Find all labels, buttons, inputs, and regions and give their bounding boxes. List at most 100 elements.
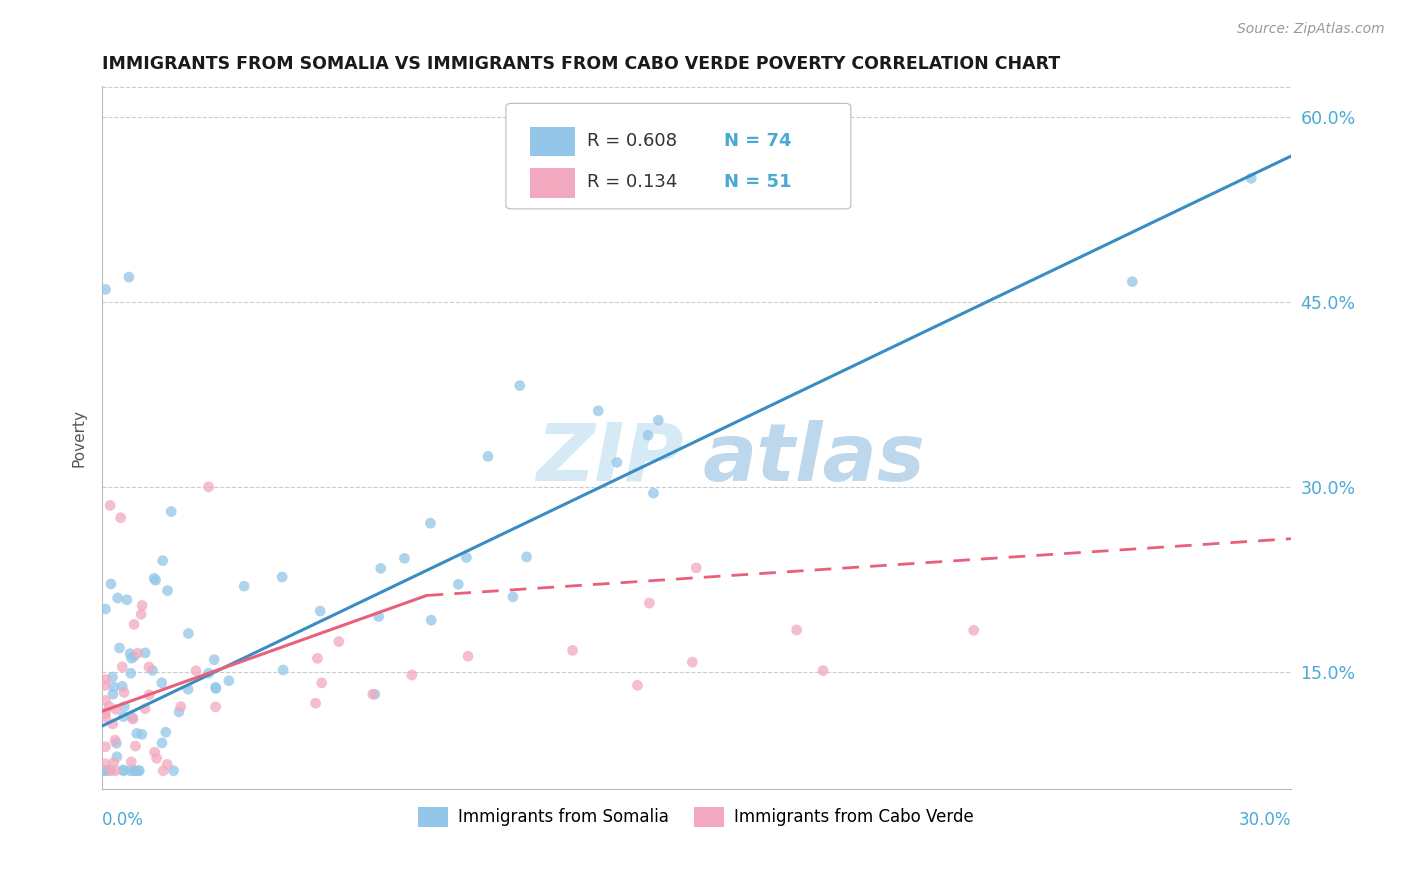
Point: [626, 678, 648, 692]
Point: [105, 736, 128, 750]
Text: R = 0.608: R = 0.608: [586, 132, 676, 150]
Point: [361, 687, 384, 701]
Text: IMMIGRANTS FROM SOMALIA VS IMMIGRANTS FROM CABO VERDE POVERTY CORRELATION CHART: IMMIGRANTS FROM SOMALIA VS IMMIGRANTS FR…: [101, 55, 1060, 73]
Point: [111, 660, 134, 674]
Point: [364, 687, 387, 701]
Point: [177, 626, 200, 640]
Point: [447, 577, 470, 591]
Point: [152, 554, 174, 568]
Point: [97, 764, 120, 778]
Point: [370, 561, 392, 575]
Point: [170, 699, 193, 714]
Point: [101, 717, 124, 731]
Point: [129, 607, 152, 622]
Point: [150, 675, 173, 690]
Point: [122, 649, 145, 664]
Point: [516, 549, 538, 564]
Point: [120, 755, 142, 769]
Point: [643, 486, 665, 500]
Point: [328, 634, 350, 648]
Point: [94, 764, 117, 778]
Point: [128, 764, 150, 778]
Point: [681, 655, 703, 669]
Point: [94, 693, 117, 707]
Point: [94, 764, 117, 778]
Y-axis label: Poverty: Poverty: [72, 409, 86, 467]
Point: [94, 706, 117, 720]
Point: [112, 699, 135, 714]
Point: [160, 505, 183, 519]
Point: [120, 647, 142, 661]
Point: [118, 270, 141, 285]
Point: [647, 413, 669, 427]
Point: [184, 664, 207, 678]
Point: [121, 651, 143, 665]
Text: N = 51: N = 51: [724, 173, 792, 191]
Point: [120, 764, 142, 778]
Point: [94, 602, 117, 616]
Point: [122, 617, 145, 632]
Point: [167, 705, 190, 719]
Point: [509, 378, 531, 392]
Bar: [530, 127, 575, 156]
Point: [124, 739, 146, 753]
Point: [112, 685, 135, 699]
Point: [233, 579, 256, 593]
Point: [271, 663, 294, 677]
Point: [141, 664, 163, 678]
Point: [502, 590, 524, 604]
Point: [156, 583, 179, 598]
Point: [307, 651, 329, 665]
Point: [963, 624, 986, 638]
Point: [112, 709, 135, 723]
Point: [134, 702, 156, 716]
Point: [561, 643, 583, 657]
Point: [122, 712, 145, 726]
Point: [638, 596, 661, 610]
Point: [811, 664, 834, 678]
Point: [304, 696, 326, 710]
Point: [586, 404, 609, 418]
Point: [101, 687, 124, 701]
Point: [107, 591, 129, 605]
Point: [103, 756, 125, 770]
Point: [94, 678, 117, 692]
Point: [98, 499, 121, 513]
Point: [685, 561, 707, 575]
Point: [419, 516, 441, 531]
Point: [1240, 171, 1263, 186]
Point: [108, 640, 131, 655]
Point: [112, 763, 135, 777]
Point: [131, 727, 153, 741]
Text: R = 0.134: R = 0.134: [586, 173, 678, 191]
Text: 30.0%: 30.0%: [1239, 812, 1291, 830]
Point: [311, 676, 333, 690]
Point: [367, 609, 389, 624]
Point: [394, 551, 416, 566]
Point: [457, 649, 479, 664]
Point: [205, 681, 228, 696]
Point: [204, 681, 226, 695]
Point: [127, 764, 149, 778]
Point: [110, 510, 132, 524]
Point: [145, 751, 167, 765]
Point: [105, 702, 128, 716]
Point: [101, 670, 124, 684]
Point: [456, 550, 478, 565]
Point: [124, 764, 146, 778]
Point: [138, 660, 160, 674]
Point: [271, 570, 294, 584]
Point: [309, 604, 332, 618]
Point: [103, 680, 125, 694]
Point: [94, 739, 117, 754]
Point: [155, 725, 177, 739]
Point: [104, 733, 127, 747]
Point: [156, 757, 179, 772]
Point: [131, 599, 153, 613]
Text: Source: ZipAtlas.com: Source: ZipAtlas.com: [1237, 22, 1385, 37]
Point: [134, 646, 156, 660]
Point: [197, 480, 219, 494]
Point: [143, 571, 166, 585]
Point: [218, 673, 240, 688]
Point: [162, 764, 184, 778]
